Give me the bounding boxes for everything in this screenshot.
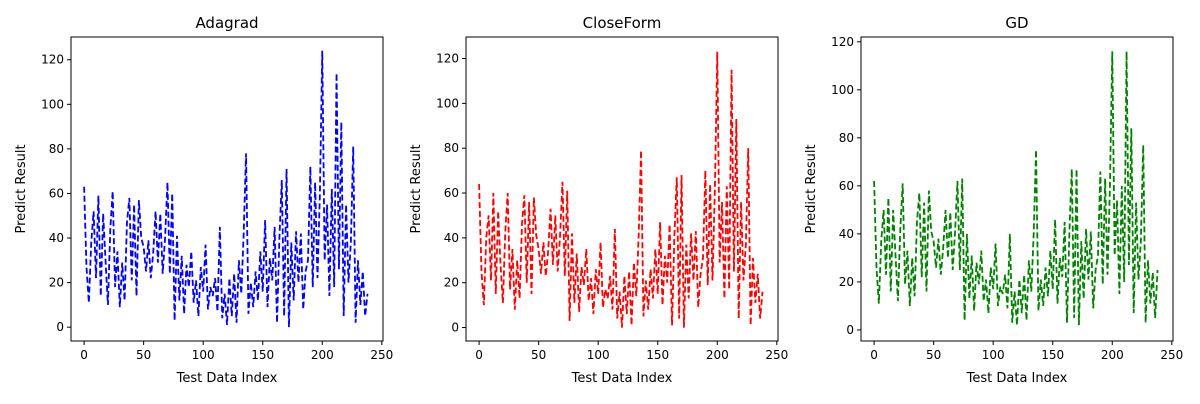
y-tick-label: 100 [831, 83, 854, 97]
data-line [83, 50, 369, 328]
y-tick-label: 0 [56, 320, 64, 334]
x-tick-label: 100 [982, 348, 1005, 362]
y-tick-label: 40 [444, 231, 459, 245]
y-tick-label: 80 [444, 141, 459, 155]
y-tick-label: 40 [839, 227, 854, 241]
chart-title: GD [1005, 14, 1028, 32]
x-tick-label: 100 [587, 348, 610, 362]
chart-title: CloseForm [583, 14, 662, 32]
y-tick-label: 60 [839, 179, 854, 193]
x-axis-label: Test Data Index [571, 371, 673, 386]
y-tick-label: 20 [49, 276, 64, 290]
y-axis-label: Predict Result [804, 144, 819, 233]
y-tick-label: 100 [436, 96, 459, 110]
x-tick-label: 50 [926, 348, 941, 362]
subplot: 0 20 40 60 80 100 120 0 50 100 150 200 250 GD Test Dat… [804, 14, 1183, 386]
y-tick-label: 80 [49, 142, 64, 156]
data-line [873, 51, 1159, 326]
y-tick-label: 60 [444, 186, 459, 200]
y-tick-label: 0 [846, 323, 854, 337]
x-tick-label: 0 [80, 348, 88, 362]
data-line [478, 51, 764, 328]
y-axis-label: Predict Result [409, 144, 424, 233]
y-tick-label: 40 [49, 231, 64, 245]
x-tick-label: 150 [646, 348, 669, 362]
x-tick-label: 200 [706, 348, 729, 362]
y-tick-label: 80 [839, 131, 854, 145]
y-tick-label: 120 [831, 35, 854, 49]
x-tick-label: 50 [531, 348, 546, 362]
x-tick-label: 0 [475, 348, 483, 362]
x-tick-label: 0 [870, 348, 878, 362]
x-tick-label: 200 [311, 348, 334, 362]
x-tick-label: 250 [370, 348, 393, 362]
axes-frame [860, 36, 1174, 342]
x-tick-label: 150 [251, 348, 274, 362]
y-tick-label: 0 [451, 321, 459, 335]
x-axis-label: Test Data Index [176, 371, 278, 386]
x-tick-label: 100 [192, 348, 215, 362]
y-tick-label: 20 [444, 276, 459, 290]
y-tick-label: 120 [436, 52, 459, 66]
x-tick-label: 150 [1041, 348, 1064, 362]
axes-frame [465, 36, 779, 342]
subplot: 0 20 40 60 80 100 120 0 50 100 150 200 250 CloseForm T… [409, 14, 788, 386]
x-tick-label: 250 [765, 348, 788, 362]
y-tick-label: 60 [49, 186, 64, 200]
y-tick-label: 100 [41, 97, 64, 111]
axes-frame [70, 36, 384, 342]
chart-title: Adagrad [195, 14, 258, 32]
y-tick-label: 20 [839, 275, 854, 289]
x-axis-label: Test Data Index [966, 371, 1068, 386]
y-axis-label: Predict Result [14, 144, 29, 233]
x-tick-label: 250 [1160, 348, 1183, 362]
x-tick-label: 50 [136, 348, 151, 362]
subplot: 0 20 40 60 80 100 120 0 50 100 150 200 250 Adagrad Tes… [14, 14, 393, 386]
x-tick-label: 200 [1101, 348, 1124, 362]
y-tick-label: 120 [41, 53, 64, 67]
